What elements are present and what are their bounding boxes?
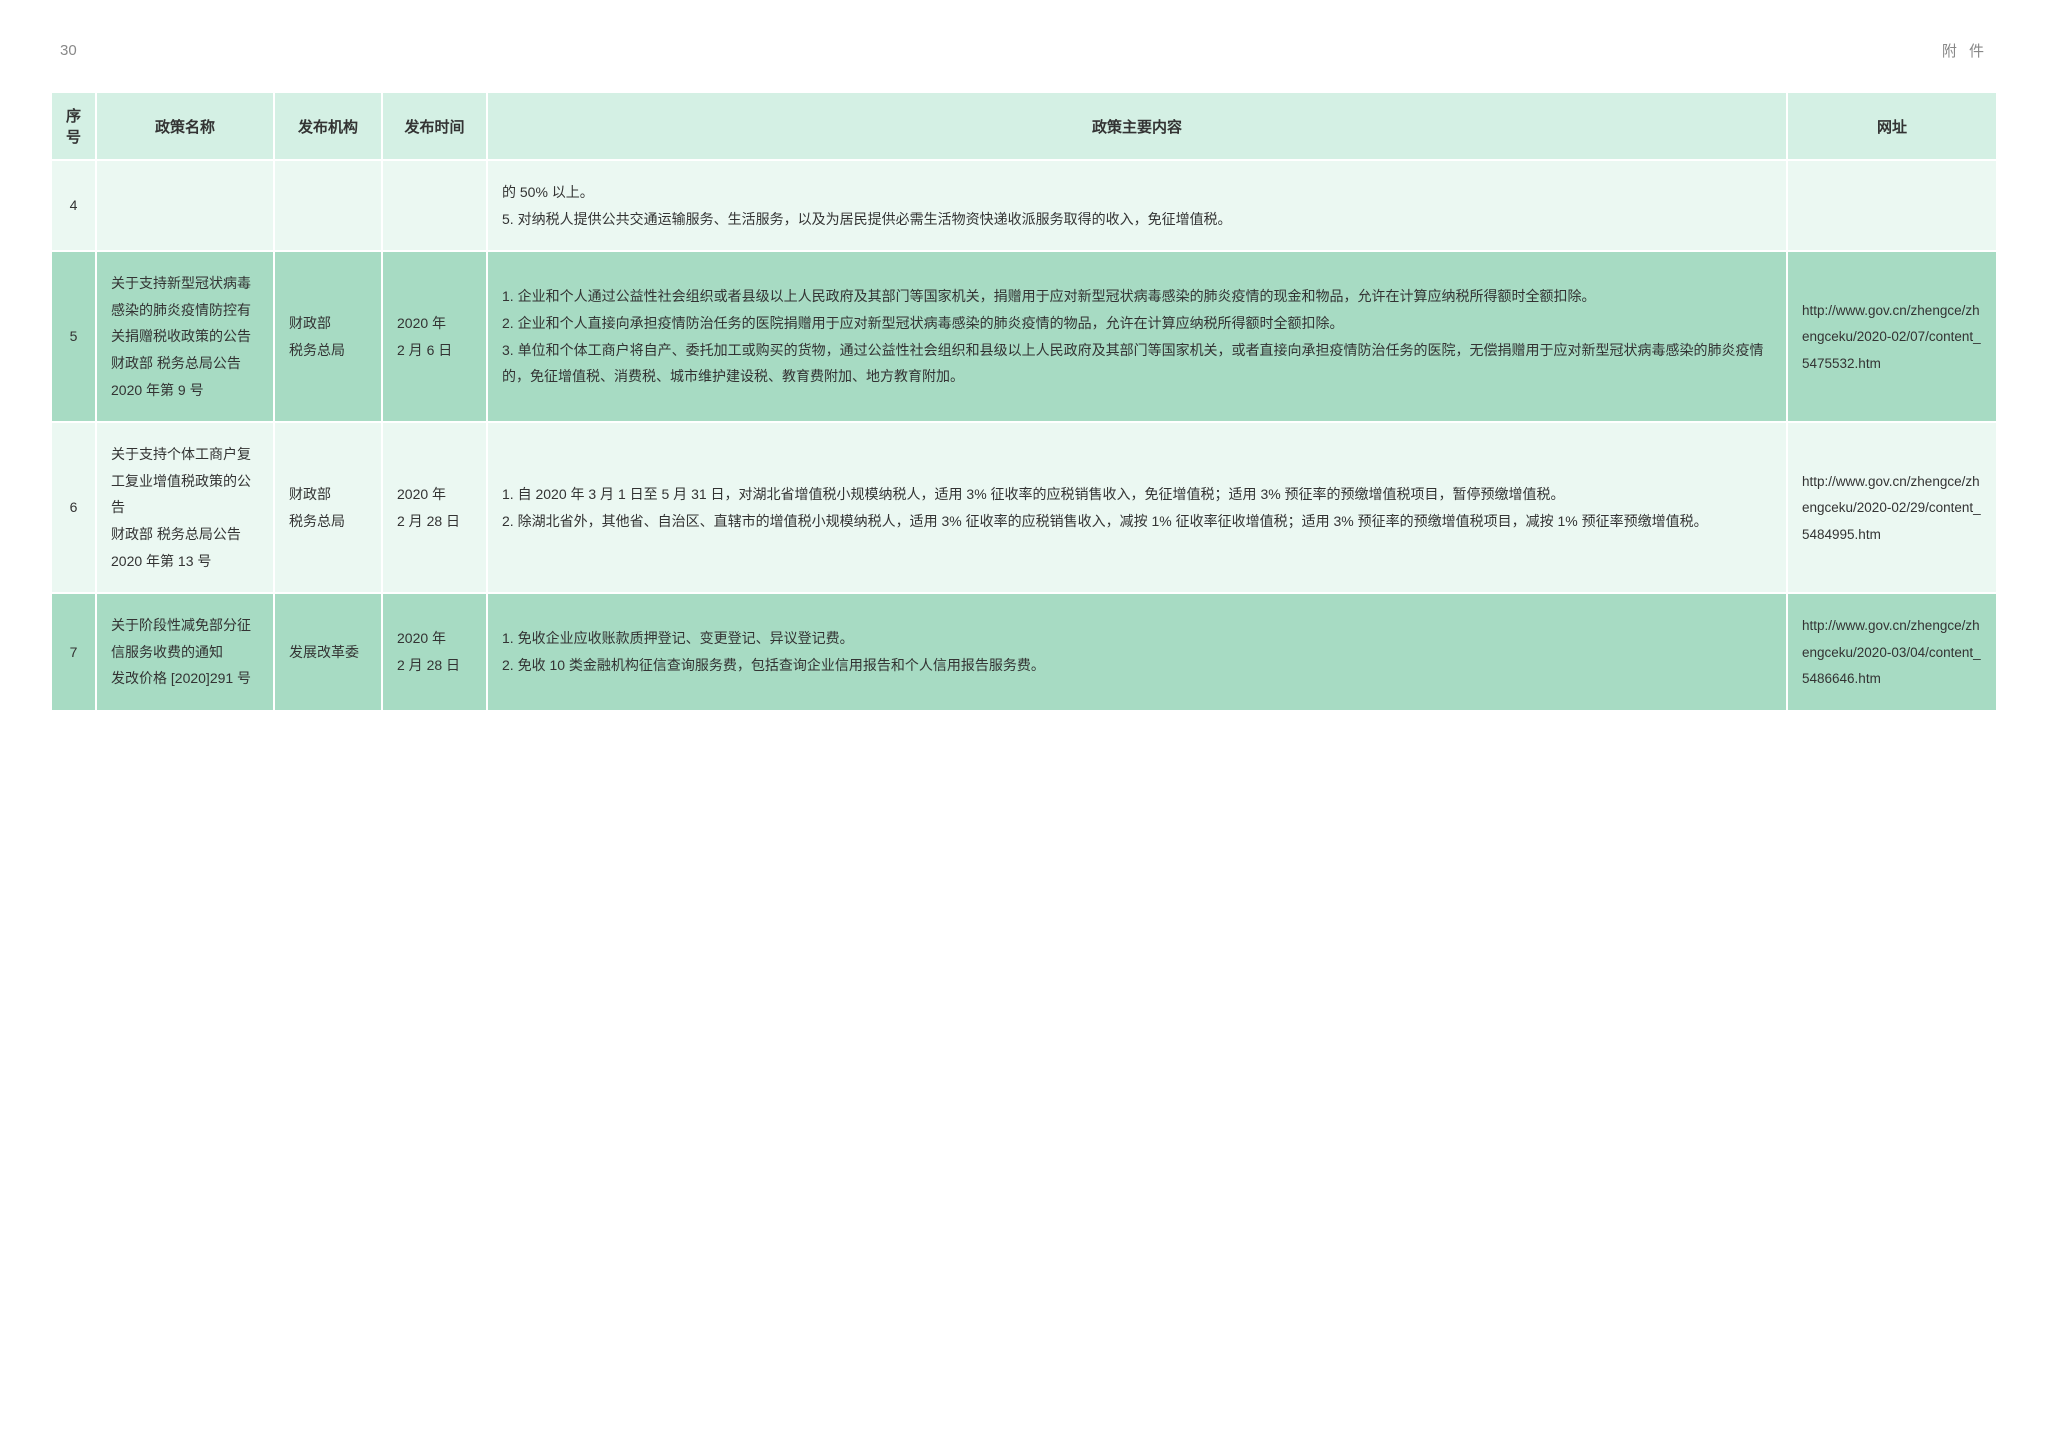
header-content: 政策主要内容: [487, 92, 1787, 160]
cell-content: 的 50% 以上。5. 对纳税人提供公共交通运输服务、生活服务，以及为居民提供必…: [487, 160, 1787, 251]
table-body: 4 的 50% 以上。5. 对纳税人提供公共交通运输服务、生活服务，以及为居民提供…: [51, 160, 1997, 711]
table-row: 4 的 50% 以上。5. 对纳税人提供公共交通运输服务、生活服务，以及为居民提供…: [51, 160, 1997, 251]
cell-org: 财政部税务总局: [274, 422, 382, 593]
cell-name: 关于支持新型冠状病毒感染的肺炎疫情防控有关捐赠税收政策的公告财政部 税务总局公告…: [96, 251, 274, 422]
header-org: 发布机构: [274, 92, 382, 160]
cell-org: [274, 160, 382, 251]
cell-url: http://www.gov.cn/zhengce/zhengceku/2020…: [1787, 422, 1997, 593]
url-text: http://www.gov.cn/zhengce/zhengceku/2020…: [1802, 618, 1981, 686]
table-row: 7关于阶段性减免部分征信服务收费的通知发改价格 [2020]291 号发展改革委…: [51, 593, 1997, 711]
cell-date: [382, 160, 487, 251]
table-row: 6关于支持个体工商户复工复业增值税政策的公告财政部 税务总局公告 2020 年第…: [51, 422, 1997, 593]
cell-seq: 4: [51, 160, 96, 251]
cell-content: 1. 自 2020 年 3 月 1 日至 5 月 31 日，对湖北省增值税小规模…: [487, 422, 1787, 593]
policy-table: 序号 政策名称 发布机构 发布时间 政策主要内容 网址 4 的 50% 以上。5.…: [50, 91, 1998, 712]
header-url: 网址: [1787, 92, 1997, 160]
page-header: 30 附 件: [50, 40, 1998, 61]
cell-org: 财政部税务总局: [274, 251, 382, 422]
url-text: http://www.gov.cn/zhengce/zhengceku/2020…: [1802, 303, 1981, 371]
cell-url: http://www.gov.cn/zhengce/zhengceku/2020…: [1787, 251, 1997, 422]
page-label: 附 件: [1942, 40, 1988, 61]
cell-org: 发展改革委: [274, 593, 382, 711]
cell-url: http://www.gov.cn/zhengce/zhengceku/2020…: [1787, 593, 1997, 711]
cell-date: 2020 年2 月 28 日: [382, 593, 487, 711]
cell-date: 2020 年2 月 28 日: [382, 422, 487, 593]
cell-name: [96, 160, 274, 251]
cell-url: [1787, 160, 1997, 251]
cell-seq: 5: [51, 251, 96, 422]
header-name: 政策名称: [96, 92, 274, 160]
cell-content: 1. 企业和个人通过公益性社会组织或者县级以上人民政府及其部门等国家机关，捐赠用…: [487, 251, 1787, 422]
page-number: 30: [60, 42, 77, 59]
header-date: 发布时间: [382, 92, 487, 160]
cell-date: 2020 年2 月 6 日: [382, 251, 487, 422]
url-text: http://www.gov.cn/zhengce/zhengceku/2020…: [1802, 474, 1981, 542]
cell-name: 关于支持个体工商户复工复业增值税政策的公告财政部 税务总局公告 2020 年第 …: [96, 422, 274, 593]
cell-seq: 6: [51, 422, 96, 593]
header-seq: 序号: [51, 92, 96, 160]
cell-content: 1. 免收企业应收账款质押登记、变更登记、异议登记费。2. 免收 10 类金融机…: [487, 593, 1787, 711]
table-row: 5关于支持新型冠状病毒感染的肺炎疫情防控有关捐赠税收政策的公告财政部 税务总局公…: [51, 251, 1997, 422]
cell-name: 关于阶段性减免部分征信服务收费的通知发改价格 [2020]291 号: [96, 593, 274, 711]
table-header: 序号 政策名称 发布机构 发布时间 政策主要内容 网址: [51, 92, 1997, 160]
cell-seq: 7: [51, 593, 96, 711]
